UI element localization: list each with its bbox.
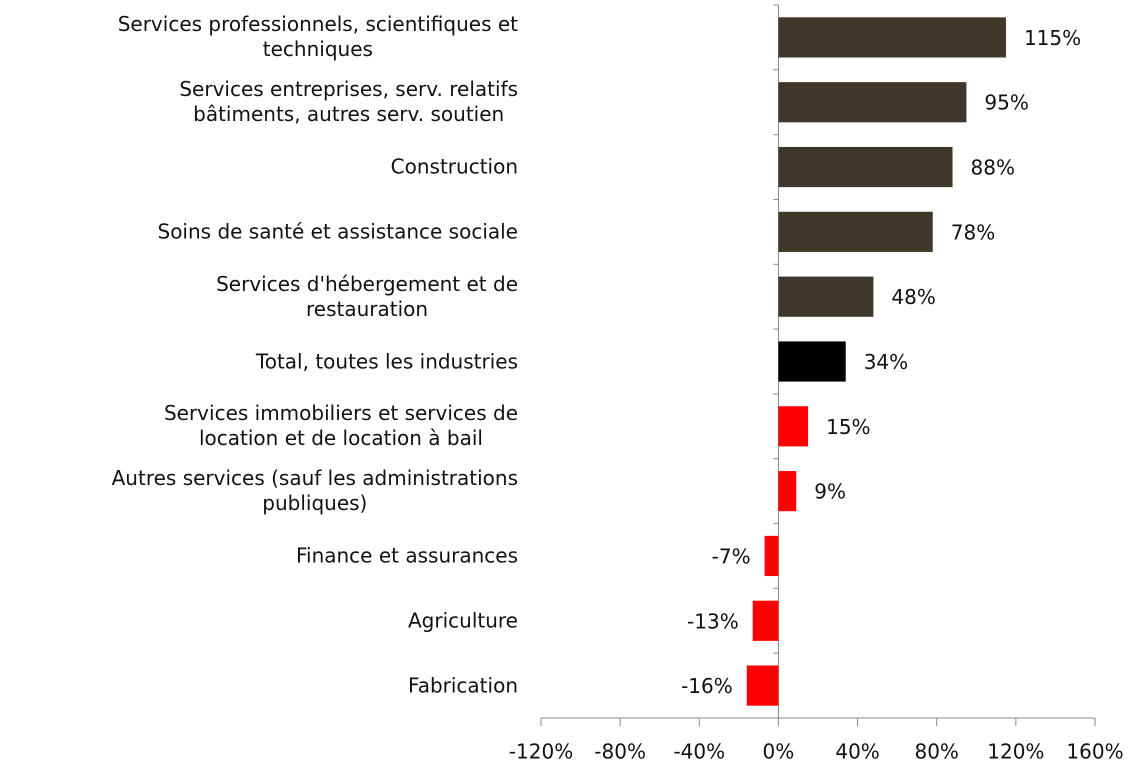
bar bbox=[778, 277, 873, 317]
chart: -120% -80% -40% 0% 40% 80% 120% 160% 115% 95% 88% 7… bbox=[0, 0, 1145, 771]
value-label: 115% bbox=[1024, 26, 1081, 50]
bar bbox=[778, 82, 966, 122]
value-label: 34% bbox=[864, 350, 908, 374]
category-label: Soins de santé et assistance sociale bbox=[158, 219, 519, 244]
bar bbox=[778, 471, 796, 511]
value-label: 78% bbox=[951, 220, 995, 244]
x-tick-label: -40% bbox=[673, 740, 725, 764]
bar bbox=[765, 536, 779, 576]
value-label: 88% bbox=[971, 156, 1015, 180]
category-label: Finance et assurances bbox=[296, 543, 518, 568]
category-label: Agriculture bbox=[408, 608, 518, 633]
bar bbox=[753, 601, 779, 641]
x-tick-label: 40% bbox=[835, 740, 879, 764]
x-tick-label: 80% bbox=[914, 740, 958, 764]
chart-canvas: -120% -80% -40% 0% 40% 80% 120% 160% 115% 95% 88% 7… bbox=[0, 0, 1145, 771]
category-label: Construction bbox=[391, 155, 518, 180]
category-label: Fabrication bbox=[408, 673, 518, 698]
category-label: Services d'hébergement et de restauratio… bbox=[216, 272, 518, 322]
value-label: -13% bbox=[687, 609, 739, 633]
category-label: Services entreprises, serv. relatifs bât… bbox=[179, 77, 518, 127]
value-label: 95% bbox=[984, 91, 1028, 115]
x-tick-label: 0% bbox=[763, 740, 795, 764]
bar bbox=[778, 212, 932, 252]
value-label: -7% bbox=[712, 544, 751, 568]
category-label: Total, toutes les industries bbox=[256, 349, 518, 374]
category-label: Autres services (sauf les administration… bbox=[112, 466, 518, 516]
bar bbox=[778, 17, 1006, 57]
x-tick-label: -80% bbox=[594, 740, 646, 764]
x-tick-label: -120% bbox=[509, 740, 573, 764]
value-label: -16% bbox=[681, 674, 733, 698]
category-label: Services professionnels, scientifiques e… bbox=[118, 12, 518, 62]
category-label: Services immobiliers et services de loca… bbox=[164, 401, 518, 451]
value-label: 48% bbox=[891, 285, 935, 309]
bar bbox=[778, 341, 845, 381]
value-label: 9% bbox=[814, 480, 846, 504]
x-tick-label: 120% bbox=[987, 740, 1044, 764]
bar bbox=[778, 147, 952, 187]
value-label: 15% bbox=[826, 415, 870, 439]
x-tick-label: 160% bbox=[1066, 740, 1123, 764]
bar bbox=[747, 665, 779, 705]
bar bbox=[778, 406, 808, 446]
